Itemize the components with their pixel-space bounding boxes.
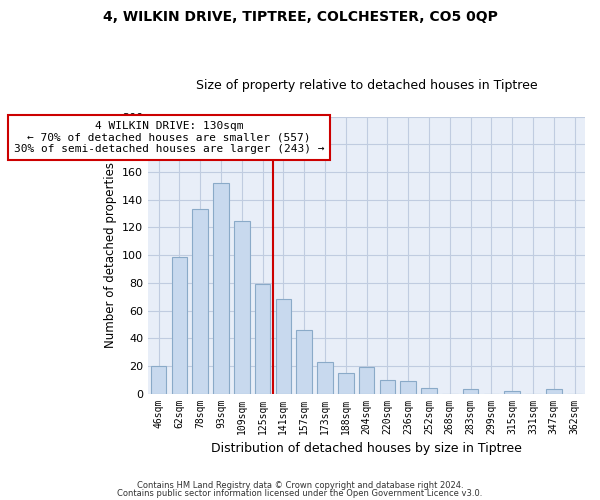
- Text: 4 WILKIN DRIVE: 130sqm
← 70% of detached houses are smaller (557)
30% of semi-de: 4 WILKIN DRIVE: 130sqm ← 70% of detached…: [14, 121, 324, 154]
- Bar: [255, 284, 271, 394]
- Bar: [151, 366, 166, 394]
- Y-axis label: Number of detached properties: Number of detached properties: [104, 162, 116, 348]
- Bar: [296, 330, 312, 394]
- Bar: [172, 256, 187, 394]
- Bar: [400, 381, 416, 394]
- Bar: [505, 391, 520, 394]
- Bar: [275, 300, 291, 394]
- Bar: [213, 183, 229, 394]
- Bar: [359, 368, 374, 394]
- Text: 4, WILKIN DRIVE, TIPTREE, COLCHESTER, CO5 0QP: 4, WILKIN DRIVE, TIPTREE, COLCHESTER, CO…: [103, 10, 497, 24]
- Bar: [338, 373, 353, 394]
- Title: Size of property relative to detached houses in Tiptree: Size of property relative to detached ho…: [196, 79, 538, 92]
- Text: Contains public sector information licensed under the Open Government Licence v3: Contains public sector information licen…: [118, 488, 482, 498]
- X-axis label: Distribution of detached houses by size in Tiptree: Distribution of detached houses by size …: [211, 442, 522, 455]
- Bar: [546, 390, 562, 394]
- Bar: [463, 390, 478, 394]
- Bar: [317, 362, 333, 394]
- Bar: [380, 380, 395, 394]
- Bar: [193, 210, 208, 394]
- Bar: [234, 220, 250, 394]
- Bar: [421, 388, 437, 394]
- Text: Contains HM Land Registry data © Crown copyright and database right 2024.: Contains HM Land Registry data © Crown c…: [137, 481, 463, 490]
